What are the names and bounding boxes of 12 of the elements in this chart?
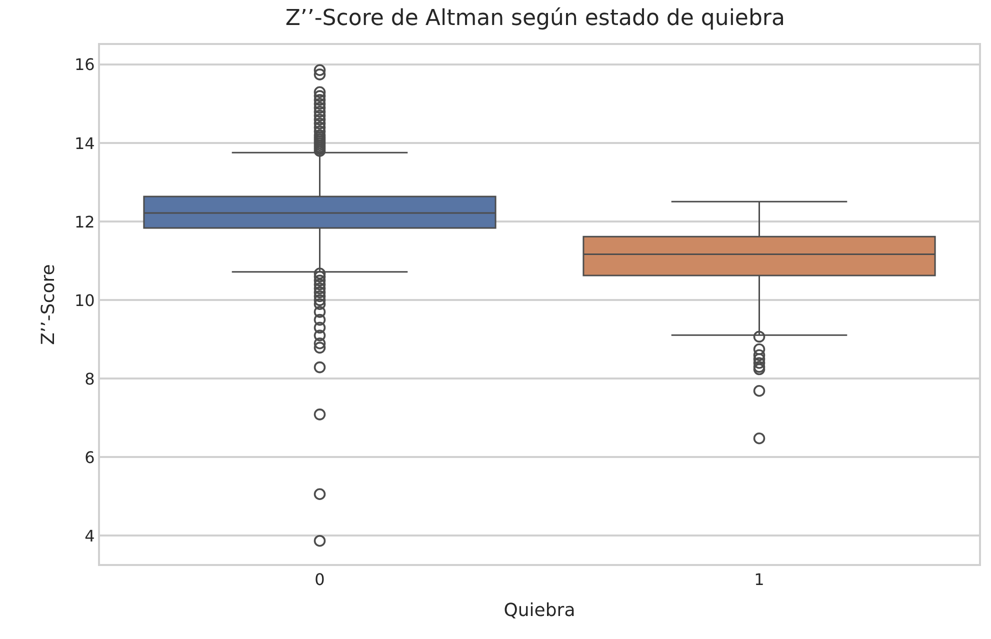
x-tick-label: 1 xyxy=(754,570,764,590)
y-axis-title: Z’’-Score xyxy=(38,264,60,345)
y-tick-label: 14 xyxy=(74,134,95,153)
chart-title: Z’’-Score de Altman según estado de quiebra xyxy=(285,6,785,31)
y-tick-label: 4 xyxy=(84,526,95,546)
y-tick-label: 16 xyxy=(74,55,95,74)
x-axis-title: Quiebra xyxy=(504,600,576,621)
y-tick-label: 12 xyxy=(74,212,95,232)
x-tick-label: 0 xyxy=(314,570,325,590)
y-tick-label: 6 xyxy=(84,448,95,467)
y-tick-label: 10 xyxy=(74,290,95,310)
y-tick-label: 8 xyxy=(84,369,95,388)
